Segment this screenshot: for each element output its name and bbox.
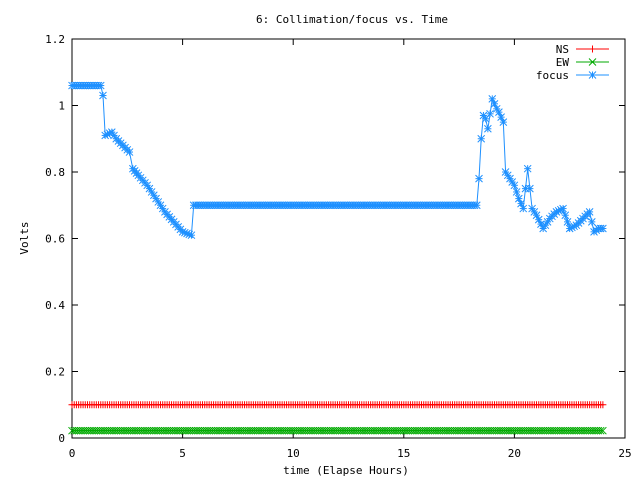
data-point <box>585 208 594 216</box>
x-tick-label: 25 <box>618 447 631 460</box>
data-point <box>486 109 494 118</box>
data-point <box>484 124 492 133</box>
legend-label: NS <box>556 43 569 56</box>
series-layer <box>68 81 607 435</box>
series-ns <box>68 401 607 409</box>
y-tick-label: 0 <box>58 432 65 445</box>
data-point <box>512 188 521 196</box>
x-tick-label: 0 <box>69 447 76 460</box>
data-point <box>96 81 105 90</box>
x-tick-label: 5 <box>179 447 186 460</box>
data-point <box>599 401 607 409</box>
data-point <box>519 204 528 213</box>
data-point <box>510 181 519 190</box>
data-point <box>596 426 605 435</box>
data-point <box>187 231 196 240</box>
legend-swatch-marker <box>588 71 597 79</box>
chart-title: 6: Collimation/focus vs. Time <box>256 13 448 26</box>
series-focus <box>68 81 607 240</box>
legend-swatch-marker <box>589 45 596 53</box>
data-point <box>523 164 532 173</box>
data-point <box>559 204 567 213</box>
legend-item-ns: NS <box>556 43 609 56</box>
x-axis-label: time (Elapse Hours) <box>283 464 409 477</box>
data-point <box>99 91 107 100</box>
y-tick-label: 1 <box>58 100 65 113</box>
x-tick-label: 10 <box>287 447 300 460</box>
legend-item-focus: focus <box>536 69 609 82</box>
data-point <box>475 174 483 183</box>
data-point <box>561 211 570 220</box>
legend-swatch-marker <box>588 58 597 66</box>
data-point <box>563 218 572 226</box>
y-tick-label: 1.2 <box>45 33 65 46</box>
legend-label: focus <box>536 69 569 82</box>
plot-frame <box>71 38 626 439</box>
data-point <box>526 184 534 193</box>
axes: 0 5 10 15 20 25 0 0.2 0.4 0.6 0.8 1 1.2 <box>45 33 632 460</box>
data-point <box>477 134 486 143</box>
y-tick-label: 0.8 <box>45 166 65 179</box>
y-tick-label: 0.4 <box>45 299 65 312</box>
data-point <box>125 148 134 156</box>
data-point <box>499 118 508 126</box>
y-tick-label: 0.2 <box>45 366 65 379</box>
data-point <box>599 426 607 435</box>
x-tick-label: 20 <box>508 447 521 460</box>
legend-label: EW <box>556 56 570 69</box>
legend-item-ew: EW <box>556 56 609 69</box>
series-ew <box>68 426 607 435</box>
data-point <box>587 218 596 226</box>
x-tick-label: 15 <box>397 447 410 460</box>
data-point <box>599 224 607 233</box>
data-point <box>472 201 481 210</box>
y-tick-label: 0.6 <box>45 233 65 246</box>
y-axis-label: Volts <box>18 221 31 254</box>
series-line-focus <box>72 85 603 236</box>
